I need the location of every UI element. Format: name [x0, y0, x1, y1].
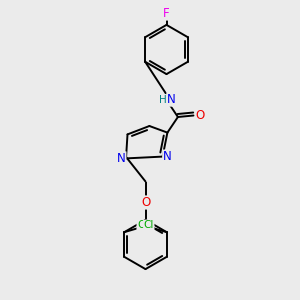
Text: N: N — [117, 152, 126, 165]
Text: F: F — [163, 7, 170, 20]
Text: N: N — [163, 150, 172, 163]
Text: N: N — [167, 93, 176, 106]
Text: Cl: Cl — [144, 220, 154, 230]
Text: Cl: Cl — [137, 220, 147, 230]
Text: O: O — [196, 109, 205, 122]
Text: O: O — [141, 196, 150, 209]
Text: H: H — [159, 94, 167, 105]
